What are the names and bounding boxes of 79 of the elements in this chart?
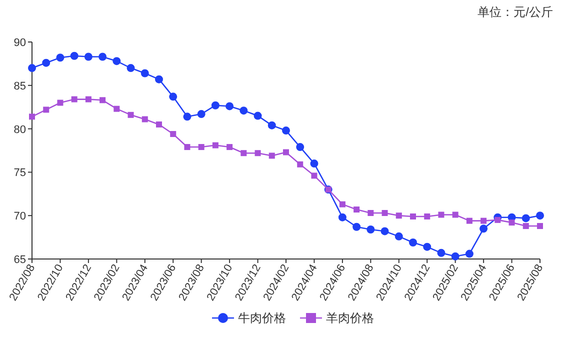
point: [156, 121, 162, 128]
point: [368, 210, 374, 216]
point: [184, 144, 190, 150]
point: [338, 213, 346, 222]
point: [382, 210, 388, 216]
point: [465, 250, 474, 258]
point: [142, 116, 148, 122]
point: [437, 248, 446, 257]
point: [536, 212, 544, 220]
point: [254, 112, 262, 120]
point: [366, 225, 375, 234]
point: [197, 110, 206, 118]
point: [57, 100, 64, 106]
point: [424, 213, 430, 220]
point: [226, 102, 234, 110]
point: [423, 242, 432, 251]
text: 单位：元/公斤: [478, 5, 553, 19]
y-tick-label: 75: [14, 167, 26, 180]
point: [240, 150, 247, 156]
point: [42, 58, 50, 67]
point: [394, 232, 403, 240]
point: [480, 224, 488, 233]
point: [85, 96, 92, 102]
point: [155, 75, 163, 84]
point: [311, 172, 318, 179]
point: [56, 54, 64, 62]
point: [466, 218, 472, 224]
point: [169, 92, 178, 101]
point: [140, 69, 149, 78]
point: [410, 213, 416, 220]
point: [84, 52, 92, 61]
point: [43, 106, 50, 113]
point: [100, 97, 106, 104]
point: [254, 150, 261, 156]
point: [29, 114, 35, 120]
point: [297, 161, 304, 168]
point: [480, 218, 487, 224]
point: [114, 106, 120, 112]
y-tick-label: 85: [14, 80, 26, 92]
point: [339, 201, 346, 208]
point: [112, 57, 121, 66]
point: [183, 112, 192, 121]
point: [451, 252, 460, 260]
point: [126, 64, 135, 72]
point: [296, 143, 304, 152]
point: [494, 216, 501, 223]
point: [438, 212, 444, 218]
point: [268, 152, 275, 159]
point: [354, 206, 360, 213]
point: [396, 212, 402, 219]
point: [380, 227, 389, 236]
point: [240, 106, 248, 115]
point: [170, 131, 176, 138]
y-tick-label: 90: [14, 37, 26, 49]
legend-label: 羊肉价格: [326, 311, 374, 325]
point: [268, 121, 276, 130]
point: [70, 52, 78, 60]
point: [310, 160, 318, 168]
point: [537, 223, 543, 230]
point: [198, 144, 204, 150]
point: [212, 142, 218, 148]
point: [522, 214, 530, 222]
point: [522, 223, 529, 230]
point: [352, 222, 361, 231]
point: [282, 126, 290, 135]
point: [128, 112, 134, 118]
point: [211, 101, 220, 110]
point: [283, 149, 289, 156]
point: [98, 52, 107, 61]
point: [71, 96, 78, 102]
y-tick-label: 80: [14, 124, 26, 136]
point: [508, 220, 515, 226]
point: [409, 238, 417, 247]
point: [226, 144, 233, 150]
y-tick-label: 70: [14, 210, 26, 223]
point: [452, 212, 458, 218]
legend-label: 牛肉价格: [238, 311, 286, 325]
y-tick-label: 65: [14, 254, 26, 266]
point: [28, 64, 36, 72]
